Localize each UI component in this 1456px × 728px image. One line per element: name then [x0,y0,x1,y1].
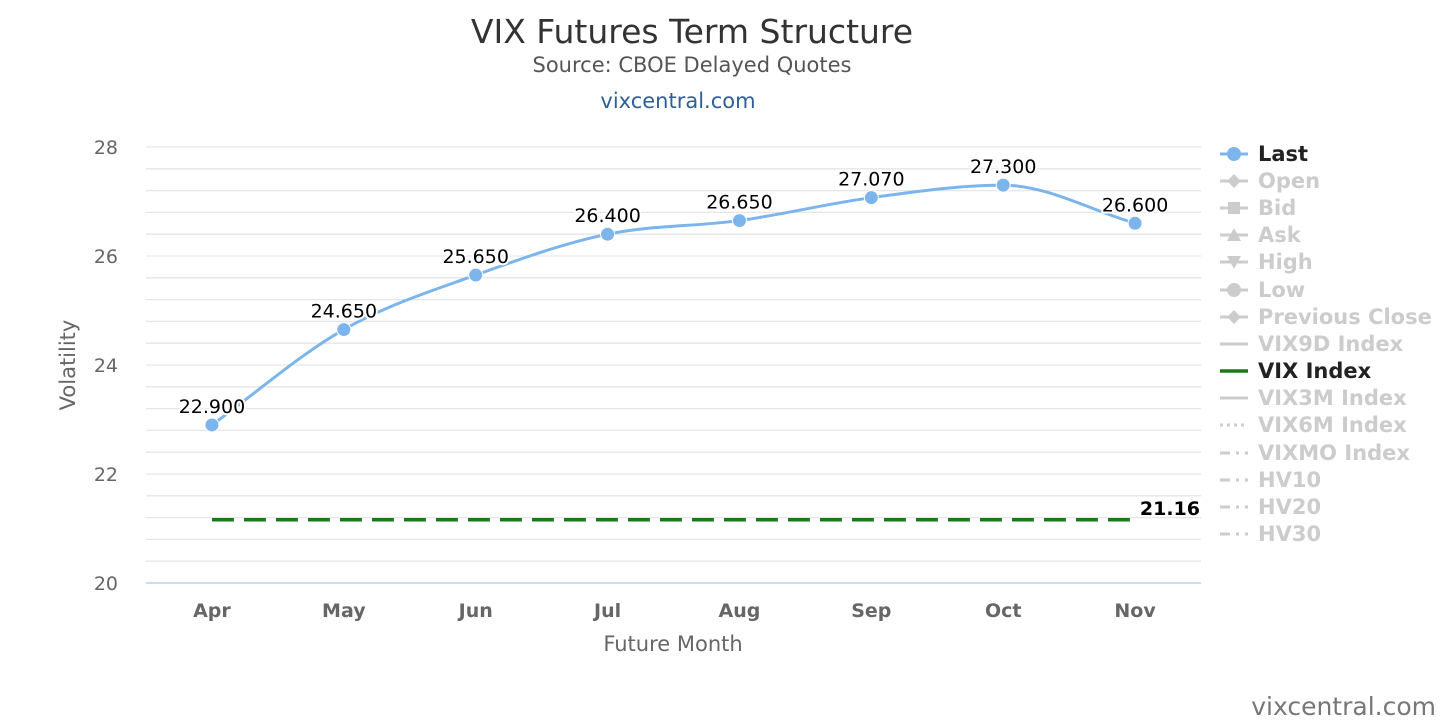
legend-item-previous-close[interactable]: Previous Close [1218,303,1448,330]
legend-label: VIX Index [1258,359,1372,384]
legend-label: Ask [1258,223,1301,248]
legend-item-last[interactable]: Last [1218,140,1448,167]
legend-item-hv20[interactable]: HV20 [1218,493,1448,520]
data-labels: 21.16 22.900 24.650 25.650 26.400 26.650 27.07… [177,154,1200,520]
legend-symbol-icon [1220,173,1248,188]
legend-label: High [1258,250,1313,275]
legend-symbol-icon [1220,146,1248,161]
legend-item-hv10[interactable]: HV10 [1218,466,1448,493]
legend-marker-mark [1227,256,1241,270]
x-tick-label: May [322,600,366,622]
legend-symbol-icon [1220,282,1248,297]
last-price-point [1127,215,1143,231]
legend-item-vix3m-index[interactable]: VIX3M Index [1218,385,1448,412]
legend-label: Previous Close [1258,304,1432,329]
legend-item-vix-index[interactable]: VIX Index [1218,358,1448,385]
last-price-point [995,177,1011,193]
y-tick-label: 28 [94,137,118,159]
legend-label: Open [1258,168,1321,193]
legend-item-hv30[interactable]: HV30 [1218,521,1448,548]
legend-marker-mark [1227,146,1241,161]
legend-symbol-icon [1220,201,1248,214]
legend-label: VIX3M Index [1258,386,1407,411]
legend-label: VIX6M Index [1258,413,1407,438]
legend: Last Open Bid Ask High Low Previous Close VIX9D… [1218,140,1448,548]
y-axis-title: Volatility [56,320,80,411]
site-link[interactable]: vixcentral.com [600,89,756,113]
legend-item-vix6m-index[interactable]: VIX6M Index [1218,412,1448,439]
chart-title: VIX Futures Term Structure [470,12,914,51]
last-price-label: 26.650 [706,192,772,214]
x-tick-label: Jul [592,600,621,622]
y-tick-label: 26 [94,246,118,268]
y-tick-label: 20 [94,573,118,595]
legend-label: Bid [1258,195,1297,220]
last-price-point [600,226,616,242]
legend-item-vix9d-index[interactable]: VIX9D Index [1218,330,1448,357]
last-price-point [731,213,747,229]
y-tick-label: 22 [94,464,118,486]
legend-symbol-icon [1220,532,1248,536]
legend-label: HV20 [1258,495,1322,520]
last-price-label: 27.070 [838,169,904,191]
legend-marker-mark [1227,309,1241,324]
legend-symbol-icon [1220,228,1248,242]
x-tick-label: Aug [719,600,761,622]
legend-marker-mark [1227,173,1241,188]
last-price-point [336,322,352,338]
x-tick-label: Jun [457,600,493,622]
gridlines [146,146,1201,562]
watermark: vixcentral.com [1251,692,1436,721]
x-tick-label: Oct [985,600,1022,622]
last-price-label: 25.650 [442,246,508,268]
vix-index-label: 21.16 [1140,498,1200,520]
x-axis-title: Future Month [603,632,742,656]
legend-item-bid[interactable]: Bid [1218,194,1448,221]
legend-marker-mark [1228,201,1240,214]
legend-label: Low [1258,277,1306,302]
y-tick-label: 24 [94,355,118,377]
legend-symbol-icon [1220,342,1248,346]
last-price-label: 26.600 [1102,194,1168,216]
axes: 20 22 24 26 28 Apr May Jun Jul Aug Sep Oct Nov Future… [56,137,1201,656]
legend-symbol-icon [1220,478,1248,482]
legend-marker-mark [1227,228,1241,242]
legend-label: HV30 [1258,522,1322,547]
x-tick-label: Nov [1114,600,1156,622]
last-price-label: 22.900 [179,396,245,418]
last-price-point [863,190,879,206]
legend-item-high[interactable]: High [1218,249,1448,276]
last-price-label: 26.400 [574,205,640,227]
legend-item-open[interactable]: Open [1218,167,1448,194]
last-price-label: 24.650 [311,301,377,323]
x-tick-label: Apr [193,600,231,622]
x-tick-label: Sep [851,600,891,622]
chart-subtitle: Source: CBOE Delayed Quotes [532,53,852,77]
legend-symbol-icon [1220,369,1248,373]
legend-symbol-icon [1220,451,1248,455]
legend-symbol-icon [1220,396,1248,400]
legend-label: VIXMO Index [1258,440,1410,465]
legend-label: HV10 [1258,467,1322,492]
series-layer [204,177,1143,522]
legend-item-low[interactable]: Low [1218,276,1448,303]
legend-label: VIX9D Index [1258,331,1404,356]
last-price-point [468,267,484,283]
last-price-label: 27.300 [970,156,1036,178]
last-price-point [204,417,220,433]
legend-marker-mark [1227,282,1241,297]
legend-symbol-icon [1220,505,1248,509]
legend-item-ask[interactable]: Ask [1218,222,1448,249]
legend-symbol-icon [1220,309,1248,324]
legend-symbol-icon [1220,423,1248,427]
legend-label: Last [1258,141,1309,166]
legend-symbol-icon [1220,256,1248,270]
legend-item-vixmo-index[interactable]: VIXMO Index [1218,439,1448,466]
